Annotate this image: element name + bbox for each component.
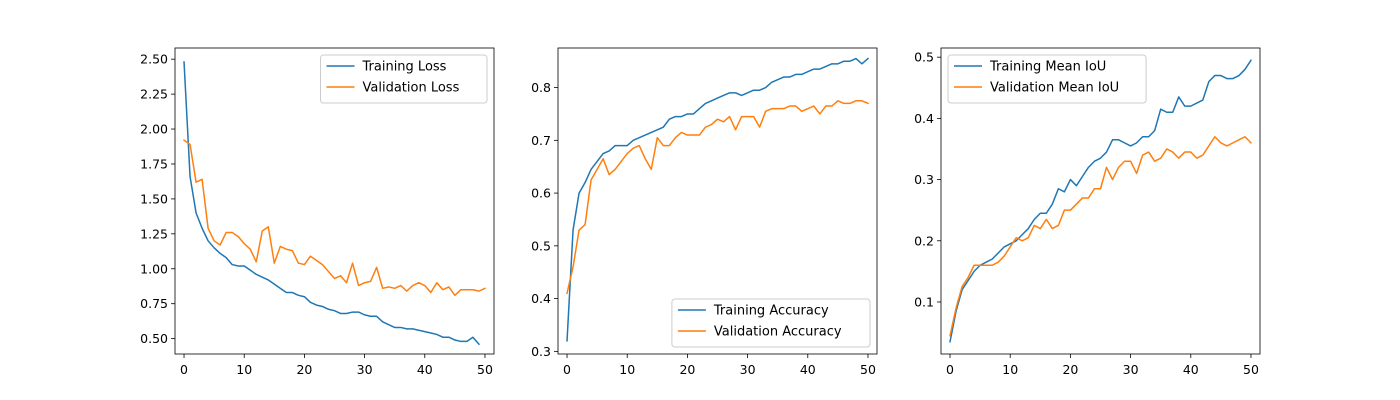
y-tick-label: 0.4 bbox=[531, 291, 551, 306]
y-tick-label: 0.1 bbox=[914, 294, 934, 309]
chart-panel-2: 0 10 20 30 40 50 0.3 0.4 0.5 0.6 0.7 0.8 Training Ac… bbox=[531, 47, 878, 377]
x-tick-label: 50 bbox=[1243, 362, 1259, 377]
y-tick-label: 0.5 bbox=[914, 50, 934, 65]
axes-frame bbox=[174, 47, 495, 355]
x-tick-label: 30 bbox=[1123, 362, 1139, 377]
x-tick-label: 40 bbox=[1183, 362, 1199, 377]
series-line-2-2 bbox=[566, 100, 869, 295]
x-tick-label: 10 bbox=[619, 362, 635, 377]
x-tick-label: 10 bbox=[236, 362, 252, 377]
y-tick-label: 1.25 bbox=[140, 226, 168, 241]
legend-box bbox=[320, 54, 488, 104]
x-tick-label: 0 bbox=[946, 362, 954, 377]
y-tick-label: 0.5 bbox=[531, 238, 551, 253]
legend-label: Validation Mean IoU bbox=[990, 81, 1119, 96]
series-line-1-2 bbox=[182, 139, 486, 297]
series-line-3-2 bbox=[949, 135, 1253, 337]
y-tick-label: 0.4 bbox=[914, 111, 934, 126]
legend-label: Validation Accuracy bbox=[714, 325, 842, 340]
axes-frame bbox=[940, 47, 1261, 355]
y-tick-label: 0.3 bbox=[531, 344, 551, 359]
legend-label: Validation Loss bbox=[363, 81, 460, 96]
y-tick-label: 2.00 bbox=[140, 122, 168, 137]
x-tick-label: 0 bbox=[563, 362, 571, 377]
x-tick-label: 30 bbox=[357, 362, 373, 377]
legend-box bbox=[671, 298, 871, 348]
x-tick-label: 50 bbox=[860, 362, 876, 377]
x-tick-label: 10 bbox=[1002, 362, 1018, 377]
series-line-1-1 bbox=[183, 61, 481, 346]
x-tick-label: 20 bbox=[296, 362, 312, 377]
chart-panel-1: 0 10 20 30 40 50 0.50 0.75 1.00 1.25 1.50 1.75 2.00 2… bbox=[140, 47, 495, 377]
series-line-2-1 bbox=[566, 57, 870, 342]
legend: Training Loss Validation Loss bbox=[320, 54, 488, 104]
x-tick-label: 40 bbox=[800, 362, 816, 377]
x-tick-label: 20 bbox=[1062, 362, 1078, 377]
y-tick-label: 0.2 bbox=[914, 233, 934, 248]
legend-label: Training Loss bbox=[362, 60, 447, 75]
legend: Training Accuracy Validation Accuracy bbox=[671, 298, 871, 348]
legend-box bbox=[947, 54, 1147, 104]
y-tick-label: 1.50 bbox=[140, 191, 168, 206]
y-tick-label: 0.7 bbox=[531, 133, 551, 148]
y-tick-label: 2.25 bbox=[140, 87, 168, 102]
y-tick-label: 2.50 bbox=[140, 52, 168, 67]
x-tick-label: 0 bbox=[180, 362, 188, 377]
y-tick-label: 0.3 bbox=[914, 172, 934, 187]
legend-label: Training Accuracy bbox=[713, 304, 829, 319]
legend: Training Mean IoU Validation Mean IoU bbox=[947, 54, 1147, 104]
axes-frame bbox=[557, 47, 878, 355]
chart-panel-3: 0 10 20 30 40 50 0.1 0.2 0.3 0.4 0.5 Training Mean … bbox=[914, 47, 1261, 377]
legend-label: Training Mean IoU bbox=[989, 60, 1106, 75]
x-tick-label: 30 bbox=[740, 362, 756, 377]
x-tick-label: 50 bbox=[477, 362, 493, 377]
y-tick-label: 0.8 bbox=[531, 80, 551, 95]
y-tick-label: 1.75 bbox=[140, 156, 168, 171]
x-tick-label: 20 bbox=[679, 362, 695, 377]
y-tick-label: 1.00 bbox=[140, 261, 168, 276]
y-tick-label: 0.50 bbox=[140, 331, 168, 346]
series-line-3-1 bbox=[949, 59, 1253, 343]
x-tick-label: 40 bbox=[417, 362, 433, 377]
y-tick-label: 0.6 bbox=[531, 186, 551, 201]
y-tick-label: 0.75 bbox=[140, 296, 168, 311]
